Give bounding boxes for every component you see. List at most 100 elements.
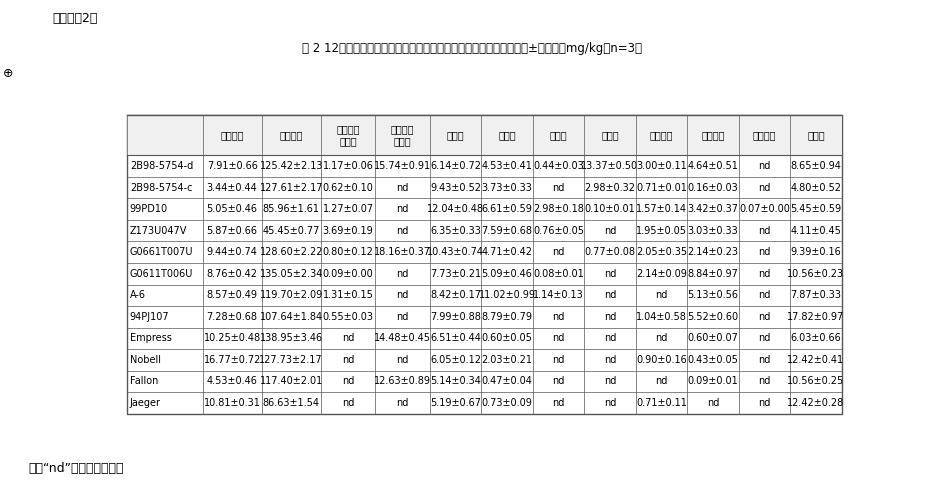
- Text: 4.53±0.41: 4.53±0.41: [481, 161, 531, 171]
- Text: 5.87±0.66: 5.87±0.66: [207, 226, 258, 236]
- Text: 0.62±0.10: 0.62±0.10: [322, 183, 373, 193]
- Text: G0611T006U: G0611T006U: [129, 269, 193, 279]
- Text: 12.42±0.28: 12.42±0.28: [786, 398, 844, 408]
- Text: 1.14±0.13: 1.14±0.13: [532, 290, 583, 300]
- Text: 0.47±0.04: 0.47±0.04: [481, 376, 531, 386]
- Text: 8.57±0.49: 8.57±0.49: [207, 290, 258, 300]
- Text: 表 2 12个大麦品种（系）籽粒中各酚酸类化合物成分的含量（平均值±标准差，mg/kg，n=3）: 表 2 12个大麦品种（系）籽粒中各酚酸类化合物成分的含量（平均值±标准差，mg…: [302, 42, 642, 55]
- Text: 5.13±0.56: 5.13±0.56: [686, 290, 737, 300]
- Text: 18.16±0.37: 18.16±0.37: [374, 247, 430, 257]
- Text: 117.40±2.01: 117.40±2.01: [260, 376, 323, 386]
- Text: nd: nd: [603, 355, 615, 365]
- Text: 0.16±0.03: 0.16±0.03: [687, 183, 737, 193]
- Text: 2.14±0.23: 2.14±0.23: [686, 247, 737, 257]
- Text: 12.63±0.89: 12.63±0.89: [374, 376, 430, 386]
- Text: 藜芦酸: 藜芦酸: [549, 130, 566, 140]
- Text: 2.03±0.21: 2.03±0.21: [481, 355, 532, 365]
- Text: 6.03±0.66: 6.03±0.66: [790, 333, 840, 343]
- Text: nd: nd: [757, 355, 770, 365]
- Text: 0.55±0.03: 0.55±0.03: [322, 312, 373, 322]
- Text: 6.05±0.12: 6.05±0.12: [430, 355, 480, 365]
- Text: 10.81±0.31: 10.81±0.31: [204, 398, 261, 408]
- Text: nd: nd: [396, 204, 409, 214]
- Text: 10.43±0.74: 10.43±0.74: [427, 247, 483, 257]
- Text: 1.57±0.14: 1.57±0.14: [635, 204, 686, 214]
- Text: Z173U047V: Z173U047V: [129, 226, 187, 236]
- Text: nd: nd: [551, 376, 565, 386]
- Text: 119.70±2.09: 119.70±2.09: [260, 290, 323, 300]
- Text: 结果见表2。: 结果见表2。: [52, 12, 97, 25]
- Text: 8.84±0.97: 8.84±0.97: [687, 269, 737, 279]
- Text: Fallon: Fallon: [129, 376, 158, 386]
- Text: 99PD10: 99PD10: [129, 204, 168, 214]
- Text: A-6: A-6: [129, 290, 145, 300]
- Text: 127.61±2.17: 127.61±2.17: [260, 183, 323, 193]
- Text: nd: nd: [342, 376, 354, 386]
- Text: 锦香草醛: 锦香草醛: [752, 130, 775, 140]
- Text: 0.80±0.12: 0.80±0.12: [322, 247, 373, 257]
- Text: 阿羟基苯
革甲酸: 阿羟基苯 革甲酸: [391, 124, 413, 147]
- Text: nd: nd: [757, 333, 770, 343]
- Text: 阿魏酸: 阿魏酸: [806, 130, 824, 140]
- Text: 14.48±0.45: 14.48±0.45: [374, 333, 430, 343]
- Text: 5.05±0.46: 5.05±0.46: [207, 204, 258, 214]
- Text: 原儿茶酸: 原儿茶酸: [279, 130, 303, 140]
- Text: 8.65±0.94: 8.65±0.94: [790, 161, 840, 171]
- Text: 1.95±0.05: 1.95±0.05: [635, 226, 686, 236]
- Text: 丁香酸: 丁香酸: [497, 130, 515, 140]
- Text: 135.05±2.34: 135.05±2.34: [260, 269, 323, 279]
- Text: 0.71±0.01: 0.71±0.01: [635, 183, 686, 193]
- Text: 4.64±0.51: 4.64±0.51: [687, 161, 737, 171]
- Text: 128.60±2.22: 128.60±2.22: [260, 247, 323, 257]
- Text: 0.10±0.01: 0.10±0.01: [584, 204, 634, 214]
- Text: 0.07±0.00: 0.07±0.00: [738, 204, 789, 214]
- Text: 4.71±0.42: 4.71±0.42: [481, 247, 532, 257]
- Text: nd: nd: [551, 312, 565, 322]
- Text: 9.44±0.74: 9.44±0.74: [207, 247, 258, 257]
- Text: nd: nd: [757, 269, 770, 279]
- Text: ⊕: ⊕: [3, 67, 13, 80]
- Text: 1.17±0.06: 1.17±0.06: [322, 161, 373, 171]
- Text: 8.79±0.79: 8.79±0.79: [481, 312, 532, 322]
- Text: 13.37±0.50: 13.37±0.50: [581, 161, 638, 171]
- Text: 4.11±0.45: 4.11±0.45: [790, 226, 840, 236]
- Text: nd: nd: [551, 333, 565, 343]
- Text: 0.90±0.16: 0.90±0.16: [635, 355, 686, 365]
- Bar: [126, 115, 841, 414]
- Text: 原儿茶醛: 原儿茶醛: [649, 130, 672, 140]
- Text: nd: nd: [396, 183, 409, 193]
- Text: nd: nd: [603, 226, 615, 236]
- Text: nd: nd: [551, 183, 565, 193]
- Text: 2.05±0.35: 2.05±0.35: [635, 247, 686, 257]
- Text: 4.80±0.52: 4.80±0.52: [789, 183, 840, 193]
- Text: 7.28±0.68: 7.28±0.68: [207, 312, 258, 322]
- Text: 0.09±0.01: 0.09±0.01: [687, 376, 737, 386]
- Text: nd: nd: [757, 161, 770, 171]
- Text: 总酚干数: 总酚干数: [220, 130, 244, 140]
- Text: nd: nd: [396, 398, 409, 408]
- Text: nd: nd: [706, 398, 718, 408]
- Text: nd: nd: [551, 398, 565, 408]
- Bar: [126, 115, 841, 156]
- Text: 127.73±2.17: 127.73±2.17: [260, 355, 323, 365]
- Text: 0.08±0.01: 0.08±0.01: [532, 269, 583, 279]
- Text: nd: nd: [757, 290, 770, 300]
- Text: nd: nd: [396, 290, 409, 300]
- Text: 3.44±0.44: 3.44±0.44: [207, 183, 258, 193]
- Text: 4.53±0.46: 4.53±0.46: [207, 376, 258, 386]
- Text: nd: nd: [551, 355, 565, 365]
- Text: 对羟基苯
革甲酸: 对羟基苯 革甲酸: [336, 124, 360, 147]
- Text: 0.71±0.11: 0.71±0.11: [635, 398, 686, 408]
- Text: Empress: Empress: [129, 333, 172, 343]
- Text: nd: nd: [603, 312, 615, 322]
- Text: 5.45±0.59: 5.45±0.59: [789, 204, 841, 214]
- Text: Nobell: Nobell: [129, 355, 160, 365]
- Text: 9.43±0.52: 9.43±0.52: [430, 183, 480, 193]
- Text: nd: nd: [757, 376, 770, 386]
- Text: nd: nd: [396, 269, 409, 279]
- Text: 12.42±0.41: 12.42±0.41: [786, 355, 844, 365]
- Text: 7.99±0.88: 7.99±0.88: [430, 312, 480, 322]
- Text: 0.76±0.05: 0.76±0.05: [532, 226, 583, 236]
- Text: 7.87±0.33: 7.87±0.33: [789, 290, 840, 300]
- Text: 125.42±2.13: 125.42±2.13: [260, 161, 323, 171]
